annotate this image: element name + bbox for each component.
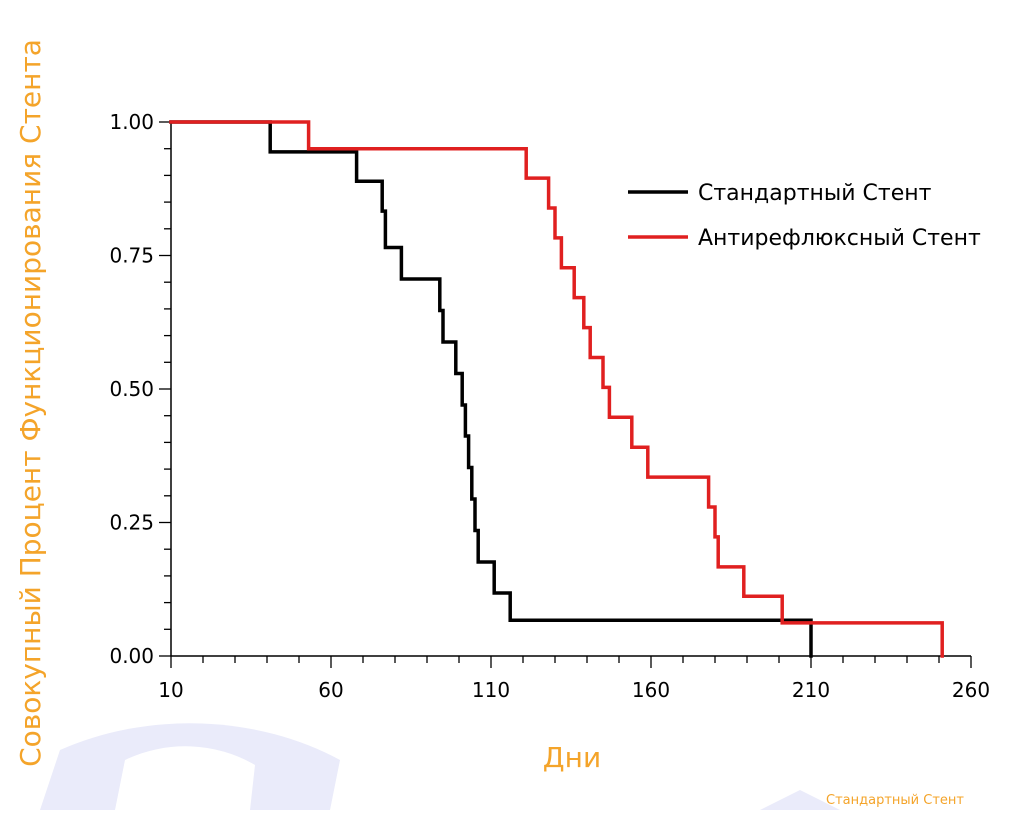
y-tick-label: 0.50: [109, 377, 154, 401]
axes: [159, 121, 972, 668]
watermark-shape-right: [760, 790, 840, 810]
y-tick-label: 1.00: [109, 110, 154, 134]
x-tick-label: 260: [952, 678, 990, 702]
x-tick-label: 60: [318, 678, 343, 702]
x-tick-label: 160: [632, 678, 670, 702]
watermark-inner: [115, 746, 255, 810]
x-tick-label: 10: [158, 678, 183, 702]
series-standard-stent-line: [169, 120, 813, 658]
series-antireflux-stent-line: [169, 120, 944, 658]
y-tick-label: 0.25: [109, 511, 154, 535]
y-axis-title: Совокупный Процент Функционирования Стен…: [14, 39, 47, 767]
y-tick-label: 0.75: [109, 244, 154, 268]
x-axis-title: Дни: [543, 741, 601, 774]
y-tick-labels: 0.00 0.25 0.50 0.75 1.00: [109, 110, 154, 668]
x-tick-label: 110: [472, 678, 510, 702]
legend: Стандартный Стент Антирефлюксный Стент: [628, 181, 981, 251]
legend-label-antireflux: Антирефлюксный Стент: [698, 226, 981, 251]
x-tick-labels: 10 60 110 160 210 260: [158, 678, 990, 702]
footer-note: Стандартный Стент: [826, 793, 964, 808]
watermark-logo: [40, 723, 840, 810]
y-tick-label: 0.00: [109, 644, 154, 668]
x-tick-label: 210: [792, 678, 830, 702]
series-lines: [169, 120, 944, 658]
legend-label-standard: Стандартный Стент: [698, 181, 932, 206]
